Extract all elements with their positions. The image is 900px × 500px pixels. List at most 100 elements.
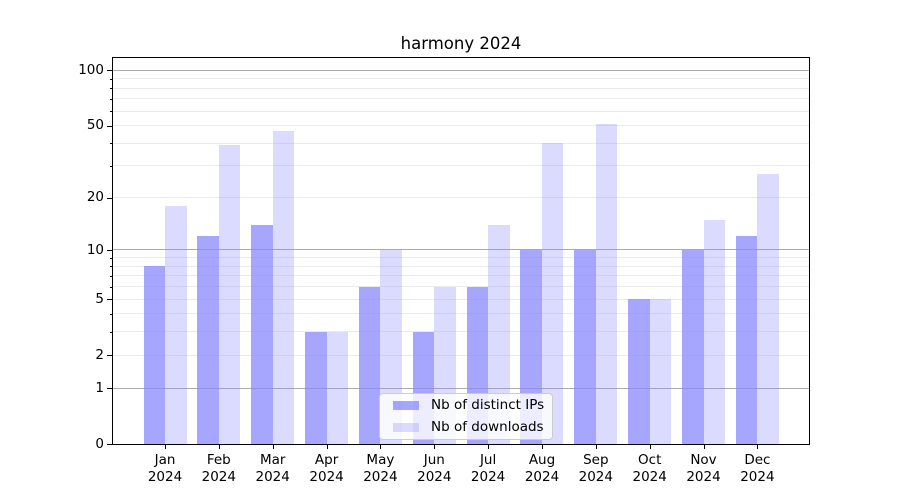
legend-item-label: Nb of distinct IPs (431, 397, 545, 413)
y-minor-tick-mark (110, 286, 112, 288)
x-tick-label: Jun 2024 (417, 452, 452, 485)
bar (143, 266, 165, 444)
x-tick-mark (488, 445, 490, 449)
x-tick-label: May 2024 (363, 452, 398, 485)
x-tick-mark (703, 445, 705, 449)
bar (165, 205, 187, 444)
x-tick-mark (380, 445, 382, 449)
minor-gridline (113, 143, 809, 144)
y-minor-tick-mark (110, 98, 112, 100)
y-tick-mark (107, 299, 112, 301)
x-tick-mark (272, 445, 274, 449)
minor-gridline (113, 299, 809, 300)
minor-gridline (113, 88, 809, 89)
chart-title: harmony 2024 (400, 34, 522, 53)
bar (735, 236, 758, 444)
y-tick-label: 2 (95, 346, 104, 363)
minor-gridline (113, 331, 809, 332)
x-tick-label: Aug 2024 (524, 452, 560, 485)
minor-gridline (113, 257, 809, 258)
x-tick-mark (218, 445, 220, 449)
x-tick-mark (434, 445, 436, 449)
bar (251, 224, 273, 444)
bar (358, 286, 381, 444)
y-tick-mark (107, 70, 112, 72)
y-tick-label: 5 (95, 290, 104, 307)
x-tick-label: Apr 2024 (309, 452, 344, 485)
x-tick-label: Sep 2024 (578, 452, 613, 485)
bar (595, 124, 618, 444)
minor-gridline (113, 125, 809, 126)
minor-gridline (113, 355, 809, 356)
x-tick-label: Oct 2024 (632, 452, 667, 485)
x-tick-mark (165, 445, 166, 449)
y-tick-label: 20 (86, 189, 104, 205)
minor-gridline (113, 98, 809, 99)
legend-item-label: Nb of downloads (431, 419, 544, 435)
x-tick-label: Feb 2024 (201, 452, 236, 485)
bar (488, 224, 510, 444)
legend-item: Nb of distinct IPs (393, 397, 544, 414)
y-minor-tick-mark (110, 313, 112, 315)
y-minor-tick-mark (110, 78, 112, 80)
major-gridline (113, 70, 809, 71)
y-tick-mark (107, 197, 112, 199)
y-minor-tick-mark (110, 331, 112, 333)
minor-gridline (113, 111, 809, 112)
x-tick-label: Nov 2024 (686, 452, 721, 485)
bar (218, 145, 241, 444)
bar (272, 130, 295, 444)
bar (326, 331, 349, 444)
major-gridline (113, 249, 809, 250)
y-minor-tick-mark (110, 266, 112, 268)
minor-gridline (113, 286, 809, 287)
bar (197, 236, 219, 444)
y-tick-mark (107, 125, 112, 127)
y-tick-label: 50 (86, 117, 104, 134)
minor-gridline (113, 78, 809, 79)
y-minor-tick-mark (110, 111, 112, 113)
legend-swatch (393, 400, 419, 411)
minor-gridline (113, 313, 809, 314)
y-tick-label: 100 (78, 61, 104, 78)
x-tick-mark (595, 445, 597, 449)
legend-item: Nb of downloads (393, 419, 544, 436)
y-tick-label: 0 (95, 435, 104, 452)
minor-gridline (113, 275, 809, 276)
bar (574, 250, 596, 444)
bar (703, 219, 725, 444)
x-tick-label: Jul 2024 (470, 452, 506, 485)
y-tick-mark (107, 444, 112, 446)
y-tick-mark (107, 388, 112, 390)
x-tick-label: Dec 2024 (740, 452, 775, 485)
minor-gridline (113, 266, 809, 267)
y-tick-mark (107, 250, 112, 251)
minor-gridline (113, 197, 809, 198)
legend: Nb of distinct IPs Nb of downloads (379, 393, 553, 440)
plot-area (112, 57, 810, 445)
x-tick-mark (542, 445, 543, 449)
bar (628, 299, 650, 444)
y-minor-tick-mark (110, 166, 112, 167)
minor-gridline (113, 165, 809, 166)
bar (682, 250, 704, 444)
y-tick-label: 1 (95, 379, 104, 396)
x-tick-label: Mar 2024 (255, 452, 290, 485)
bar (649, 299, 672, 444)
x-tick-mark (326, 445, 328, 449)
legend-swatch (393, 422, 419, 433)
bar (541, 143, 564, 444)
bar (305, 331, 327, 444)
y-minor-tick-mark (110, 88, 112, 90)
y-tick-label: 10 (86, 241, 104, 258)
y-minor-tick-mark (110, 275, 112, 277)
bar (757, 174, 779, 444)
x-tick-mark (649, 445, 651, 449)
y-minor-tick-mark (110, 257, 112, 259)
major-gridline (113, 388, 809, 389)
y-tick-mark (107, 355, 112, 357)
x-tick-mark (757, 445, 759, 449)
y-minor-tick-mark (110, 143, 112, 145)
x-tick-label: Jan 2024 (147, 452, 183, 485)
